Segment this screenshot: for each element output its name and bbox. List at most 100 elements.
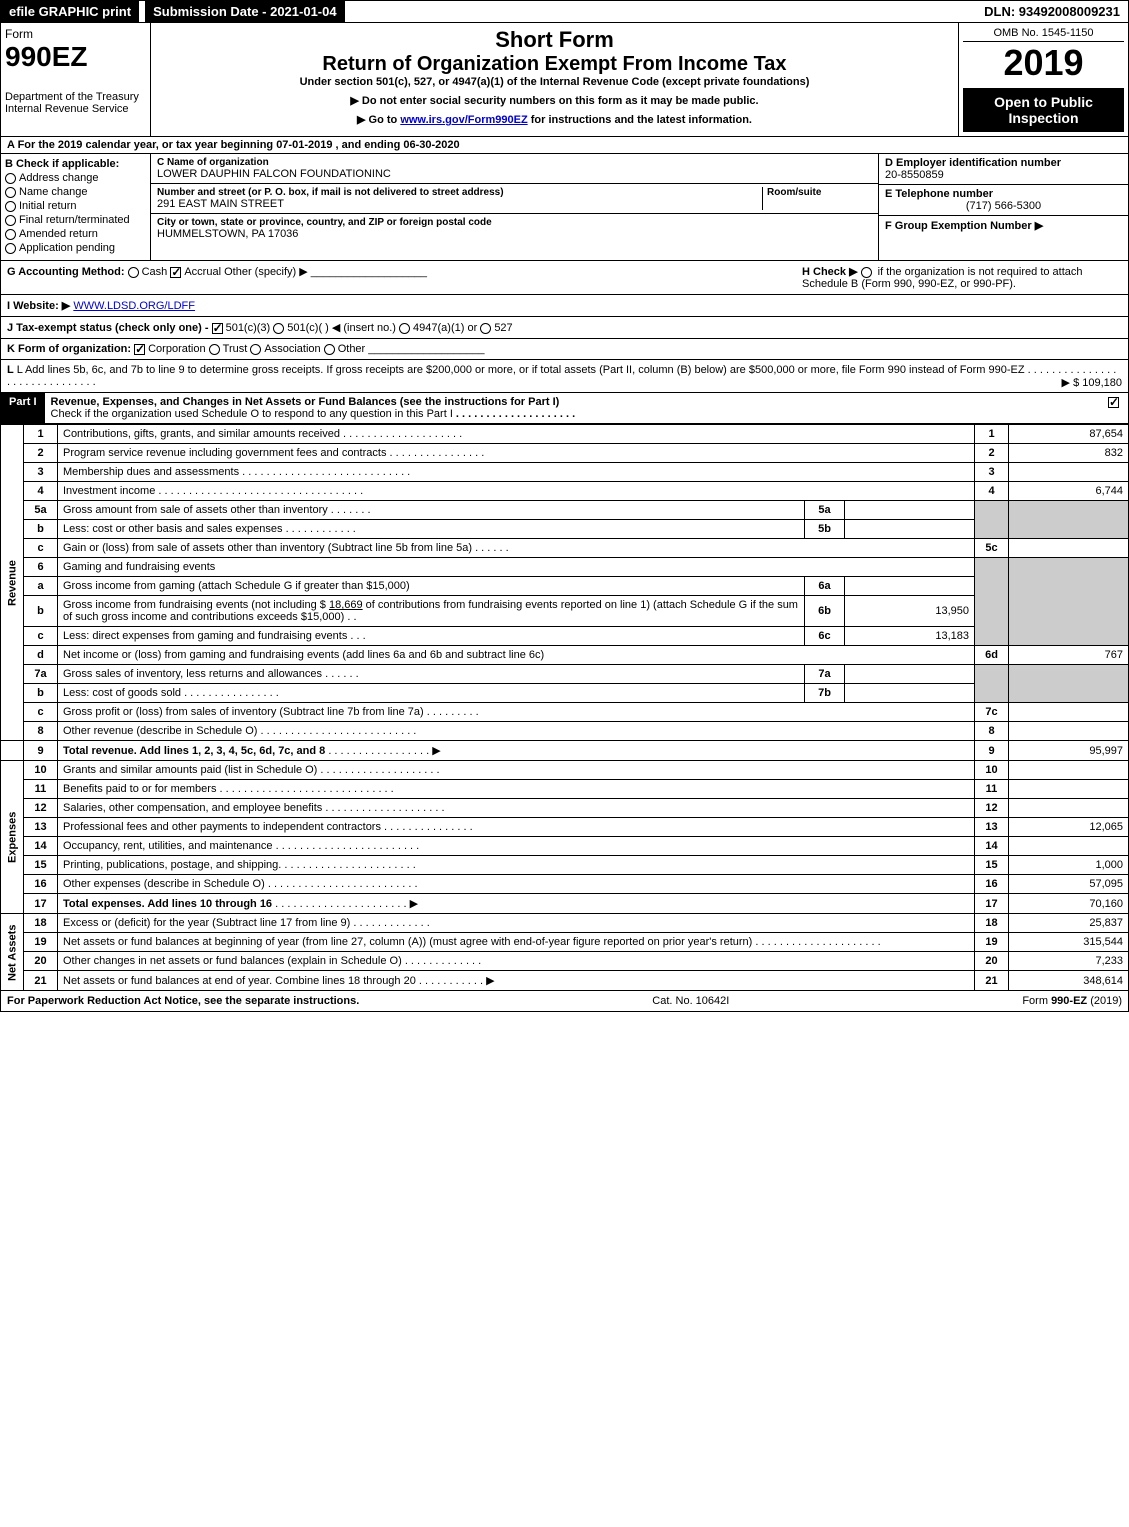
addr-label: Number and street (or P. O. box, if mail… xyxy=(157,187,762,198)
org-street: 291 EAST MAIN STREET xyxy=(157,198,762,210)
line-2-desc: Program service revenue including govern… xyxy=(58,444,975,463)
form-id-block: Form 990EZ Department of the Treasury In… xyxy=(1,23,151,136)
cat-no: Cat. No. 10642I xyxy=(652,995,729,1007)
line-11-no: 11 xyxy=(24,780,58,799)
line-14-desc: Occupancy, rent, utilities, and maintena… xyxy=(58,837,975,856)
line-7a-inner: 7a xyxy=(805,665,845,684)
shade-5-amt xyxy=(1009,501,1129,539)
accounting-method-row: G Accounting Method: Cash Accrual Other … xyxy=(0,261,1129,295)
expenses-side-label: Expenses xyxy=(1,761,24,914)
line-6d-amt: 767 xyxy=(1009,646,1129,665)
corp-checkbox[interactable] xyxy=(134,344,145,355)
line-7b-no: b xyxy=(24,684,58,703)
line-8-amt xyxy=(1009,722,1129,741)
line-7a-no: 7a xyxy=(24,665,58,684)
line-12-col: 12 xyxy=(975,799,1009,818)
line-19-amt: 315,544 xyxy=(1009,933,1129,952)
check-initial-return[interactable]: Initial return xyxy=(5,200,146,212)
line-6d-desc: Net income or (loss) from gaming and fun… xyxy=(58,646,975,665)
line-9-no: 9 xyxy=(24,741,58,761)
line-7c-desc: Gross profit or (loss) from sales of inv… xyxy=(58,703,975,722)
line-5b-no: b xyxy=(24,520,58,539)
line-7c-col: 7c xyxy=(975,703,1009,722)
tax-exempt-row: J Tax-exempt status (check only one) - 5… xyxy=(0,317,1129,339)
line-1-desc: Contributions, gifts, grants, and simila… xyxy=(58,425,975,444)
line-4-amt: 6,744 xyxy=(1009,482,1129,501)
i-label: I Website: ▶ xyxy=(7,300,70,312)
line-7b-inner: 7b xyxy=(805,684,845,703)
d-label: D Employer identification number xyxy=(885,157,1061,169)
part1-checkbox[interactable] xyxy=(1102,393,1128,423)
c-label: C Name of organization xyxy=(157,157,872,168)
line-16-desc: Other expenses (describe in Schedule O) … xyxy=(58,875,975,894)
shade-7-amt xyxy=(1009,665,1129,703)
check-address-change[interactable]: Address change xyxy=(5,172,146,184)
form-header: Form 990EZ Department of the Treasury In… xyxy=(0,23,1129,137)
line-7b-desc: Less: cost of goods sold . . . . . . . .… xyxy=(58,684,805,703)
line-20-amt: 7,233 xyxy=(1009,952,1129,971)
other-radio[interactable] xyxy=(324,344,335,355)
right-info: D Employer identification number 20-8550… xyxy=(878,154,1128,260)
line-4-no: 4 xyxy=(24,482,58,501)
line-6-no: 6 xyxy=(24,558,58,577)
line-5a-desc: Gross amount from sale of assets other t… xyxy=(58,501,805,520)
4947-radio[interactable] xyxy=(399,323,410,334)
line-6b-desc: Gross income from fundraising events (no… xyxy=(58,596,805,627)
cash-radio[interactable] xyxy=(128,267,139,278)
form-version: Form 990-EZ (2019) xyxy=(1022,995,1122,1007)
line-5b-inner-amt xyxy=(845,520,975,539)
submission-date: Submission Date - 2021-01-04 xyxy=(145,1,345,22)
l-amount: ▶ $ 109,180 xyxy=(1062,376,1122,389)
tax-year: 2019 xyxy=(963,42,1124,84)
efile-button[interactable]: efile GRAPHIC print xyxy=(1,1,139,22)
line-14-col: 14 xyxy=(975,837,1009,856)
line-17-no: 17 xyxy=(24,894,58,914)
accrual-checkbox[interactable] xyxy=(170,267,181,278)
line-6a-desc: Gross income from gaming (attach Schedul… xyxy=(58,577,805,596)
check-application-pending[interactable]: Application pending xyxy=(5,242,146,254)
check-name-change[interactable]: Name change xyxy=(5,186,146,198)
501c3-checkbox[interactable] xyxy=(212,323,223,334)
l-text: L Add lines 5b, 6c, and 7b to line 9 to … xyxy=(17,364,1025,376)
city-label: City or town, state or province, country… xyxy=(157,217,872,228)
line-21-no: 21 xyxy=(24,971,58,991)
h-checkbox[interactable] xyxy=(861,267,872,278)
501c-radio[interactable] xyxy=(273,323,284,334)
trust-radio[interactable] xyxy=(209,344,220,355)
form-of-org-row: K Form of organization: Corporation Trus… xyxy=(0,339,1129,360)
line-13-no: 13 xyxy=(24,818,58,837)
org-info: C Name of organization LOWER DAUPHIN FAL… xyxy=(151,154,878,260)
department-label: Department of the Treasury Internal Reve… xyxy=(5,91,146,115)
527-radio[interactable] xyxy=(480,323,491,334)
line-9-amt: 95,997 xyxy=(1009,741,1129,761)
irs-link[interactable]: www.irs.gov/Form990EZ xyxy=(400,114,527,126)
g-label: G Accounting Method: xyxy=(7,266,125,278)
line-11-amt xyxy=(1009,780,1129,799)
check-amended-return[interactable]: Amended return xyxy=(5,228,146,240)
line-5a-inner: 5a xyxy=(805,501,845,520)
k-label: K Form of organization: xyxy=(7,343,131,355)
line-6b-no: b xyxy=(24,596,58,627)
omb-number: OMB No. 1545-1150 xyxy=(963,27,1124,42)
j-label: J Tax-exempt status (check only one) - xyxy=(7,322,212,334)
check-final-return[interactable]: Final return/terminated xyxy=(5,214,146,226)
e-label: E Telephone number xyxy=(885,188,993,200)
line-5b-desc: Less: cost or other basis and sales expe… xyxy=(58,520,805,539)
line-6c-desc: Less: direct expenses from gaming and fu… xyxy=(58,627,805,646)
line-1-no: 1 xyxy=(24,425,58,444)
b-label: B Check if applicable: xyxy=(5,158,119,170)
line-8-no: 8 xyxy=(24,722,58,741)
website-link[interactable]: WWW.LDSD.ORG/LDFF xyxy=(73,300,195,312)
line-15-amt: 1,000 xyxy=(1009,856,1129,875)
line-2-no: 2 xyxy=(24,444,58,463)
line-6c-inner: 6c xyxy=(805,627,845,646)
line-8-desc: Other revenue (describe in Schedule O) .… xyxy=(58,722,975,741)
pra-notice: For Paperwork Reduction Act Notice, see … xyxy=(7,995,359,1007)
line-15-col: 15 xyxy=(975,856,1009,875)
assoc-radio[interactable] xyxy=(250,344,261,355)
line-6d-no: d xyxy=(24,646,58,665)
under-section: Under section 501(c), 527, or 4947(a)(1)… xyxy=(155,76,954,88)
top-bar: efile GRAPHIC print Submission Date - 20… xyxy=(0,0,1129,23)
line-10-desc: Grants and similar amounts paid (list in… xyxy=(58,761,975,780)
line-3-no: 3 xyxy=(24,463,58,482)
